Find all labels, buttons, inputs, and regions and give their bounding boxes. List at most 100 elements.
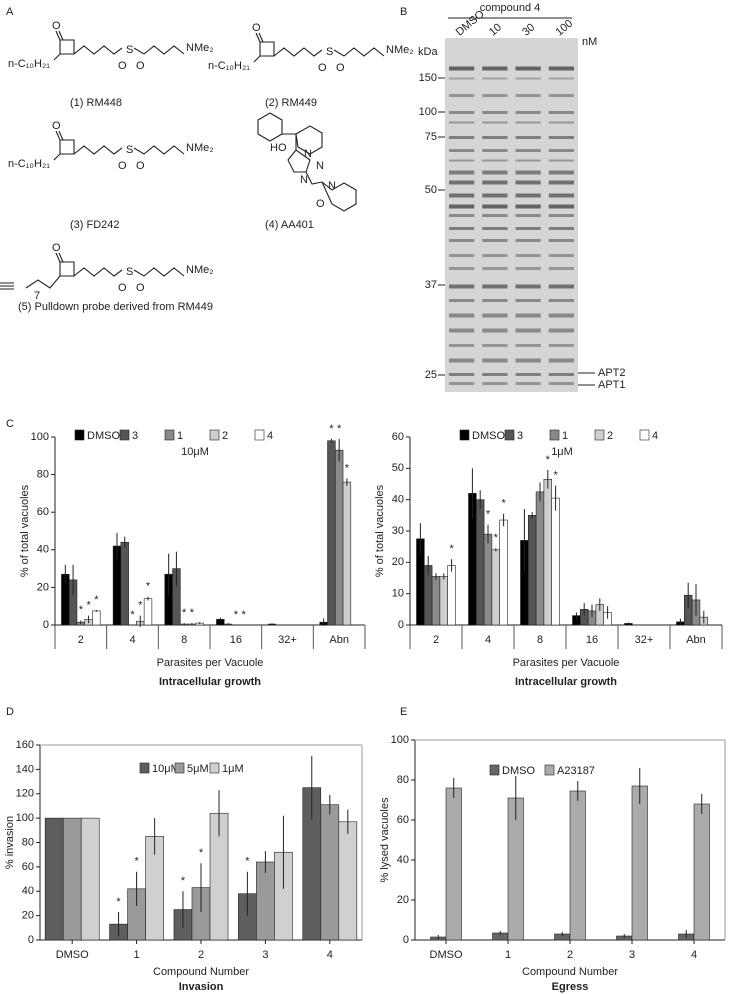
bar	[491, 549, 500, 626]
atom: O	[136, 60, 145, 72]
y-tick-label: 20	[37, 581, 49, 593]
gel-band	[449, 94, 475, 97]
gel-band	[515, 313, 541, 318]
significance: *	[486, 509, 491, 521]
significance: *	[501, 498, 506, 510]
bar	[320, 804, 340, 941]
atom: 7	[34, 290, 40, 302]
bond	[53, 153, 61, 161]
atom: NMe₂	[186, 42, 214, 54]
atom: N	[304, 148, 312, 160]
bond	[0, 275, 61, 290]
gel-band	[449, 344, 475, 347]
y-axis-label: % invasion	[4, 816, 16, 869]
significance: *	[182, 607, 187, 619]
legend-label: 2	[607, 430, 613, 442]
panel-letter: A	[6, 6, 14, 18]
gel-band	[449, 204, 475, 209]
lane-label: 100	[553, 18, 575, 39]
gel-band	[482, 204, 508, 209]
structure-label: (2) RM449	[265, 97, 317, 109]
gel-band	[449, 136, 475, 139]
y-tick-label: 80	[397, 774, 409, 786]
gel-band	[449, 373, 475, 376]
gel-band	[548, 382, 574, 385]
legend-swatch	[74, 429, 85, 441]
legend-swatch	[489, 764, 500, 776]
bond	[73, 145, 185, 155]
panel-letter: E	[400, 706, 407, 718]
chart-title: Intracellular growth	[159, 676, 261, 688]
gel-band	[449, 159, 475, 162]
gel-band	[449, 382, 475, 385]
gel-band	[482, 227, 508, 230]
bar	[334, 449, 344, 626]
bar	[535, 491, 545, 626]
gel-band	[482, 358, 508, 363]
gel-band	[482, 344, 508, 347]
atom: O	[316, 198, 325, 210]
significance: *	[190, 607, 195, 619]
marker-label: 25	[425, 369, 437, 381]
y-tick-label: 80	[22, 836, 34, 848]
significance: *	[546, 454, 551, 466]
legend-label: 4	[267, 430, 273, 442]
bar	[439, 576, 448, 626]
significance: *	[329, 423, 334, 435]
gel-band	[548, 111, 574, 114]
bar	[475, 499, 485, 626]
bar	[120, 541, 129, 626]
legend-swatch	[594, 429, 605, 441]
legend-swatch	[549, 429, 560, 441]
significance: *	[116, 896, 121, 908]
gel-band	[515, 136, 541, 139]
legend-swatch	[639, 429, 650, 441]
gel-band	[515, 159, 541, 162]
significance: *	[241, 609, 246, 621]
x-tick-label: 1	[505, 949, 511, 961]
legend-label: 3	[517, 430, 523, 442]
band-label: APT1	[598, 379, 626, 391]
y-tick-label: 40	[397, 854, 409, 866]
significance: *	[337, 423, 342, 435]
atom: N	[328, 180, 336, 192]
x-axis-label: Compound Number	[522, 966, 618, 978]
y-tick-label: 50	[392, 462, 404, 474]
chart-title: Egress	[552, 981, 589, 993]
atom: NMe₂	[186, 142, 214, 154]
bar	[569, 790, 586, 941]
gel-band	[449, 227, 475, 230]
gel-band	[449, 193, 475, 198]
y-axis-label: % lysed vacuoles	[379, 797, 391, 882]
bond	[255, 32, 275, 57]
gel-band	[548, 373, 574, 376]
gel-band	[449, 121, 475, 124]
atom: N	[300, 174, 308, 186]
x-tick-label: 3	[262, 949, 268, 961]
gel-band	[449, 284, 475, 289]
y-tick-label: 0	[403, 934, 409, 946]
x-tick-label: DMSO	[430, 949, 463, 961]
x-tick-label: 4	[327, 949, 333, 961]
gel-band	[482, 193, 508, 198]
gel-band	[515, 373, 541, 376]
bar	[143, 598, 153, 626]
x-tick-label: 1	[134, 949, 140, 961]
gel-band	[449, 267, 475, 270]
gel-band	[548, 313, 574, 318]
gel-band	[449, 214, 475, 217]
y-tick-label: 20	[22, 910, 34, 922]
gel-band	[449, 358, 475, 363]
atom: n-C₁₀H₂₁	[8, 158, 50, 170]
legend-label: DMSO	[502, 765, 535, 777]
gel-band	[515, 149, 541, 152]
gel-band	[548, 149, 574, 152]
bar	[62, 817, 82, 941]
x-tick-label: 2	[198, 949, 204, 961]
x-tick-label: 2	[78, 634, 84, 646]
atom: NMe₂	[386, 44, 414, 56]
y-axis-label: % of total vacuoles	[374, 484, 386, 577]
bar	[483, 533, 493, 626]
atom: O	[336, 62, 345, 74]
atom: N	[316, 160, 324, 172]
